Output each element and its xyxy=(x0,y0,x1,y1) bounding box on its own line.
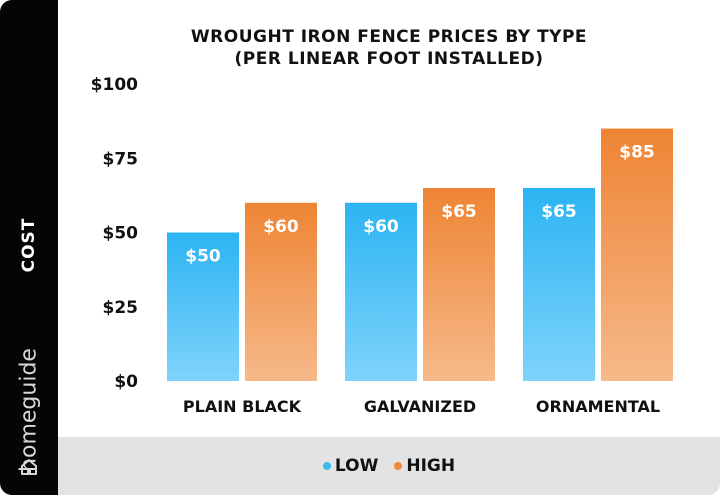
legend-label: LOW xyxy=(334,456,379,476)
bar-chart: $0 $25 $50 $75 $100 $50 $60 $60 $65 $65 $85 PLAIN… xyxy=(91,75,673,416)
bar-value-label: $60 xyxy=(363,217,399,237)
x-tick-label: PLAIN BLACK xyxy=(183,397,302,416)
y-axis-ticks: $0 $25 $50 $75 $100 xyxy=(91,75,138,392)
house-icon xyxy=(21,459,37,475)
bar-value-label: $60 xyxy=(263,217,299,237)
y-axis-label-wrap: COST xyxy=(0,140,58,380)
brand-logo-text: homeguide xyxy=(16,348,42,472)
y-axis-label: COST xyxy=(19,217,39,273)
legend-label: HIGH xyxy=(406,456,456,476)
legend: LOW HIGH xyxy=(58,437,720,495)
x-axis-ticks: PLAIN BLACK GALVANIZED ORNAMENTAL xyxy=(183,397,660,416)
sidebar: COST homeguide xyxy=(0,0,58,495)
y-tick-label: $0 xyxy=(114,372,138,392)
x-tick-label: ORNAMENTAL xyxy=(536,397,660,416)
chart-subtitle: (PER LINEAR FOOT INSTALLED) xyxy=(234,49,544,69)
bar-low-2 xyxy=(523,187,595,381)
bar-high-0 xyxy=(245,202,317,381)
y-tick-label: $50 xyxy=(103,224,139,244)
bar-value-label: $50 xyxy=(185,247,221,267)
chart-title-block: WROUGHT IRON FENCE PRICES BY TYPE (PER L… xyxy=(58,26,720,70)
bar-low-1 xyxy=(345,202,417,381)
legend-item-high: HIGH xyxy=(394,456,455,476)
bars: $50 $60 $60 $65 $65 $85 xyxy=(167,128,673,381)
x-tick-label: GALVANIZED xyxy=(364,397,476,416)
bar-high-2 xyxy=(601,128,673,381)
chart-title: WROUGHT IRON FENCE PRICES BY TYPE xyxy=(190,27,588,47)
bar-value-label: $65 xyxy=(441,202,477,222)
y-tick-label: $75 xyxy=(103,149,139,169)
y-tick-label: $100 xyxy=(91,75,138,95)
legend-swatch xyxy=(394,462,403,470)
y-tick-label: $25 xyxy=(103,298,139,318)
bar-high-1 xyxy=(423,187,495,381)
legend-bar: LOW HIGH xyxy=(58,437,720,495)
legend-item-low: LOW xyxy=(322,456,379,476)
bar-value-label: $65 xyxy=(541,202,577,222)
bar-value-label: $85 xyxy=(619,143,655,163)
bar-low-0 xyxy=(167,232,239,381)
legend-swatch xyxy=(322,462,331,470)
